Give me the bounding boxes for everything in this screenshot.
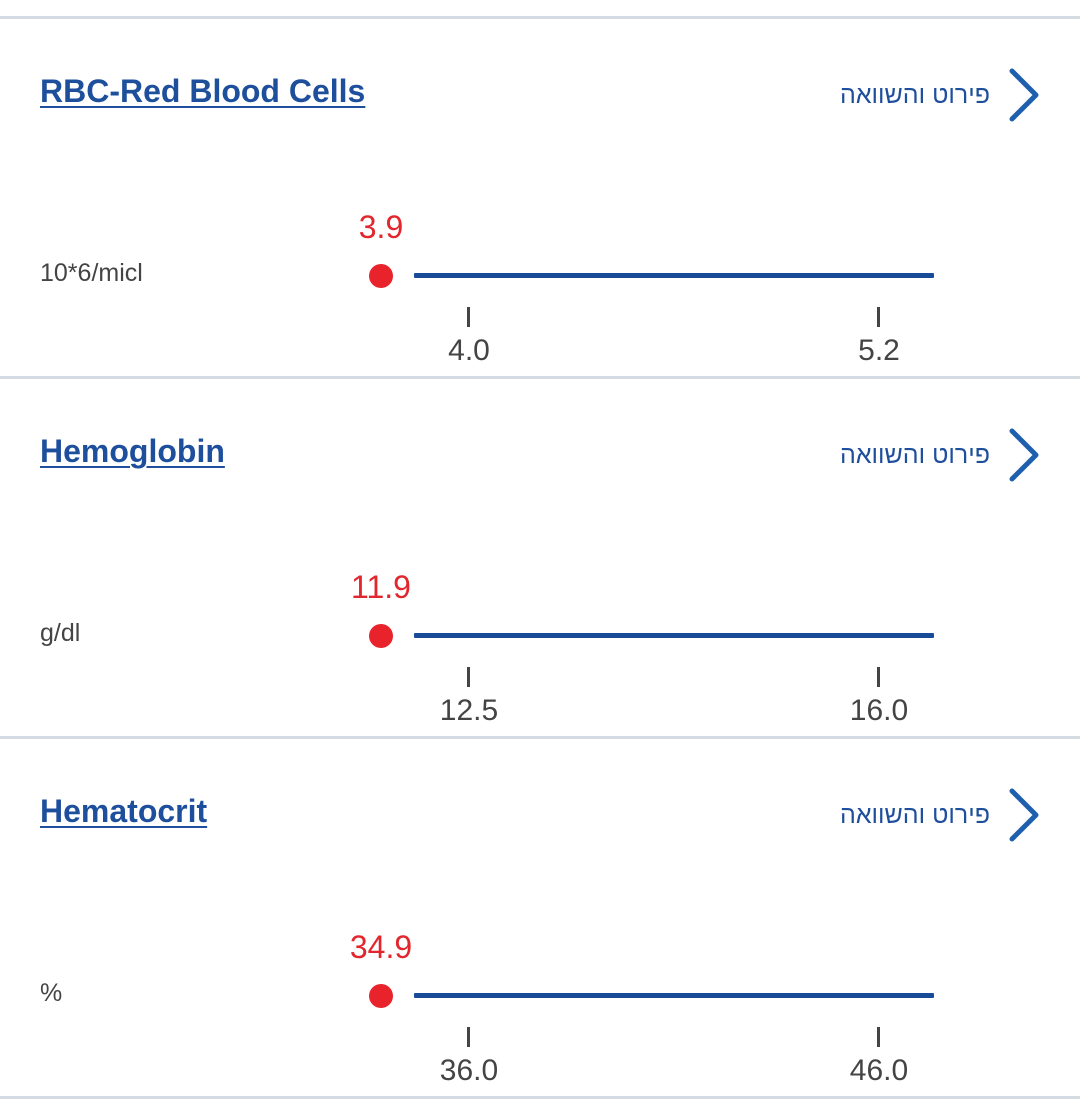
range-high-tick bbox=[877, 1027, 880, 1047]
details-compare-label: פירוט והשוואה bbox=[840, 440, 990, 469]
value-marker bbox=[369, 624, 393, 648]
test-unit: 10*6/micl bbox=[40, 259, 143, 287]
test-value: 34.9 bbox=[349, 929, 413, 965]
value-marker bbox=[369, 264, 393, 288]
details-compare-link[interactable]: פירוט והשוואה bbox=[840, 785, 1040, 845]
details-compare-link[interactable]: פירוט והשוואה bbox=[840, 65, 1040, 125]
range-high-label: 16.0 bbox=[849, 694, 909, 727]
divider-bottom bbox=[0, 1096, 1080, 1099]
range-low-label: 4.0 bbox=[448, 334, 490, 367]
test-unit: % bbox=[40, 979, 63, 1007]
range-high-label: 46.0 bbox=[849, 1054, 909, 1087]
range-low-label: 36.0 bbox=[439, 1054, 499, 1087]
test-value: 11.9 bbox=[351, 569, 411, 605]
range-high-tick bbox=[877, 307, 880, 327]
range-high-label: 5.2 bbox=[858, 334, 900, 367]
details-compare-link[interactable]: פירוט והשוואה bbox=[840, 425, 1040, 485]
test-card-hematocrit: Hematocrit פירוט והשוואה % 34.9 36.0 46.… bbox=[0, 739, 1080, 1096]
test-unit: g/dl bbox=[40, 619, 81, 647]
normal-range-line bbox=[414, 273, 934, 278]
divider bbox=[0, 376, 1080, 379]
range-low-label: 12.5 bbox=[439, 694, 499, 727]
test-title-link[interactable]: Hemoglobin bbox=[40, 433, 225, 469]
value-marker bbox=[369, 984, 393, 1008]
test-title-link[interactable]: Hematocrit bbox=[40, 793, 208, 829]
chevron-right-icon bbox=[1009, 788, 1039, 842]
divider bbox=[0, 736, 1080, 739]
details-compare-label: פירוט והשוואה bbox=[840, 80, 990, 109]
range-low-tick bbox=[467, 307, 470, 327]
test-title-link[interactable]: RBC-Red Blood Cells bbox=[40, 73, 366, 109]
test-card-rbc: RBC-Red Blood Cells פירוט והשוואה 10*6/m… bbox=[0, 19, 1080, 376]
test-card-hemoglobin: Hemoglobin פירוט והשוואה g/dl 11.9 12.5 … bbox=[0, 379, 1080, 736]
range-high-tick bbox=[877, 667, 880, 687]
normal-range-line bbox=[414, 633, 934, 638]
divider-top bbox=[0, 16, 1080, 19]
test-value: 3.9 bbox=[358, 209, 404, 245]
range-low-tick bbox=[467, 667, 470, 687]
chevron-right-icon bbox=[1009, 68, 1039, 122]
chevron-right-icon bbox=[1009, 428, 1039, 482]
details-compare-label: פירוט והשוואה bbox=[840, 800, 990, 829]
normal-range-line bbox=[414, 993, 934, 998]
range-low-tick bbox=[467, 1027, 470, 1047]
